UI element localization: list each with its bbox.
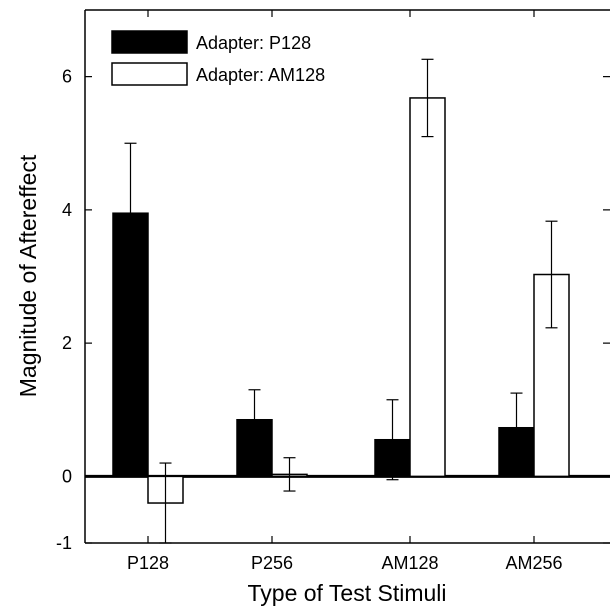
legend-label-adapter-am128: Adapter: AM128 — [196, 65, 325, 85]
x-axis-title: Type of Test Stimuli — [248, 580, 447, 606]
x-tick-label-p128: P128 — [127, 553, 169, 573]
x-tick-label-am256: AM256 — [505, 553, 562, 573]
x-tick-label-am128: AM128 — [381, 553, 438, 573]
legend-swatch-adapter-p128 — [111, 30, 188, 54]
legend: Adapter: P128 Adapter: AM128 — [111, 30, 325, 86]
x-tick-label-p256: P256 — [251, 553, 293, 573]
y-tick-label-2: 2 — [62, 333, 72, 353]
y-tick-label-4: 4 — [62, 200, 72, 220]
y-tick-label-0: 0 — [62, 466, 72, 486]
bar-series2-am128 — [409, 97, 446, 478]
y-tick-label--1: -1 — [56, 533, 72, 553]
legend-label-adapter-p128: Adapter: P128 — [196, 33, 311, 53]
legend-swatch-adapter-am128 — [111, 62, 188, 86]
y-tick-label-6: 6 — [62, 67, 72, 87]
y-axis-title: Magnitude of Aftereffect — [15, 154, 41, 397]
